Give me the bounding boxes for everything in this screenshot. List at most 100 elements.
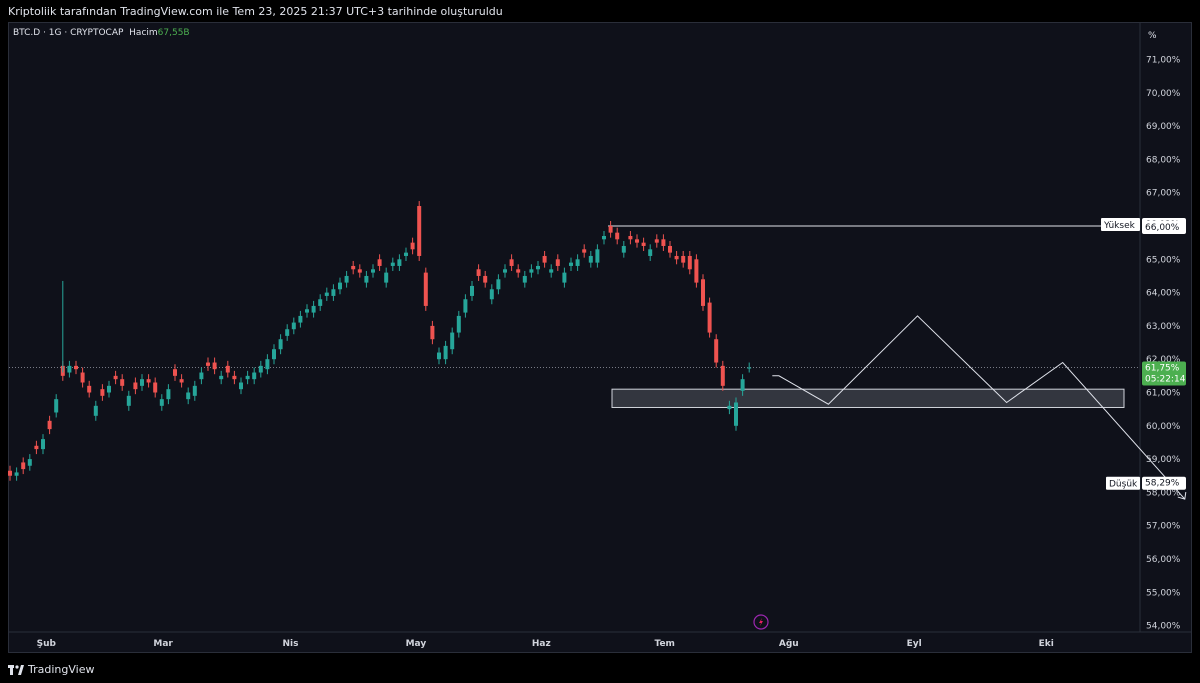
candle: [265, 359, 270, 370]
candle: [199, 372, 204, 380]
candle: [575, 259, 580, 266]
x-tick-label: Eki: [1039, 639, 1054, 649]
candle: [212, 362, 217, 370]
candle: [496, 279, 501, 290]
price-axis-unit: %: [1148, 31, 1157, 41]
candle: [734, 402, 738, 426]
y-tick-label: 62,00%: [1146, 355, 1181, 365]
y-tick-label: 68,00%: [1146, 155, 1181, 165]
candle: [562, 272, 567, 283]
y-tick-label: 64,00%: [1146, 289, 1181, 299]
x-tick-label: Tem: [655, 639, 675, 649]
candle: [27, 459, 32, 466]
y-tick-label: 55,00%: [1146, 588, 1181, 598]
candle: [252, 372, 257, 380]
y-tick-label: 71,00%: [1146, 56, 1181, 66]
candle: [648, 249, 653, 256]
candle: [338, 282, 342, 290]
candle: [720, 365, 725, 386]
y-tick-label: 60,00%: [1146, 422, 1181, 432]
footer-bar: TradingView: [0, 655, 1200, 683]
candle: [661, 239, 666, 246]
candle: [298, 315, 303, 323]
candle: [483, 275, 488, 283]
candle: [21, 462, 26, 470]
current-price-tag: 61,75%: [1145, 364, 1180, 374]
candle: [463, 299, 468, 313]
projection-arrowhead: [1177, 491, 1187, 500]
low-price-tag-bg: [1142, 476, 1186, 490]
candle: [80, 372, 85, 383]
candle: [522, 275, 527, 283]
line-price-tag-bg: [1142, 221, 1186, 234]
candle: [727, 405, 732, 410]
candle: [153, 382, 158, 393]
candle: [668, 245, 672, 253]
candle: [146, 379, 151, 383]
candle: [404, 252, 408, 256]
candle: [450, 332, 455, 350]
candle: [239, 382, 243, 390]
symbol-legend[interactable]: BTC.D · 1G · CRYPTOCAP Hacim67,55B: [13, 28, 190, 38]
candle: [47, 420, 52, 430]
tradingview-logo-text: TradingView: [28, 663, 95, 676]
low-label: Düşük: [1109, 480, 1138, 490]
candle: [635, 239, 639, 243]
candle: [133, 382, 138, 390]
candle: [582, 249, 587, 253]
candle: [173, 369, 177, 376]
candle: [285, 329, 290, 336]
candle: [324, 292, 329, 296]
x-tick-label: Şub: [37, 639, 57, 649]
candle: [100, 389, 105, 396]
candle: [54, 399, 59, 413]
candle: [192, 385, 197, 396]
candle: [470, 285, 474, 296]
candle: [126, 395, 131, 406]
candle: [291, 322, 296, 330]
y-tick-label: 69,00%: [1146, 122, 1181, 132]
candle: [34, 445, 39, 450]
y-tick-label: 70,00%: [1146, 89, 1181, 99]
candle: [41, 439, 45, 450]
candle: [351, 265, 356, 270]
candle: [740, 379, 745, 391]
candle: [206, 362, 210, 366]
candle: [186, 392, 191, 400]
attribution-bar: Kriptoliik tarafından TradingView.com il…: [0, 0, 1200, 22]
tradingview-logo[interactable]: TradingView: [8, 663, 94, 676]
events-icon[interactable]: [753, 614, 769, 630]
candle: [93, 405, 98, 416]
candle: [371, 269, 375, 273]
low-label-bg: [1106, 476, 1140, 490]
candle: [305, 309, 309, 313]
candle: [707, 302, 712, 333]
support-zone[interactable]: [611, 388, 1125, 408]
candle: [549, 269, 554, 273]
candle: [674, 255, 679, 260]
candle: [417, 206, 422, 256]
chart-panel[interactable]: [8, 22, 1192, 653]
candle: [701, 279, 705, 306]
x-tick-label: Haz: [532, 639, 551, 649]
line-price-tag: 66,00%: [1145, 223, 1180, 233]
candle: [225, 365, 230, 373]
candle: [714, 339, 719, 363]
candle: [397, 259, 402, 266]
projection-path[interactable]: [772, 315, 1186, 500]
candle: [437, 352, 441, 360]
candle: [569, 262, 573, 266]
candle: [113, 375, 118, 380]
candle: [456, 315, 461, 333]
candle: [107, 385, 111, 393]
candle: [509, 259, 514, 266]
x-tick-label: Eyl: [907, 639, 922, 649]
candle: [364, 275, 369, 283]
candle: [14, 472, 19, 476]
symbol-name: BTC.D · 1G · CRYPTOCAP: [13, 28, 124, 38]
candle: [602, 235, 606, 240]
candle: [694, 259, 699, 283]
y-tick-label: 59,00%: [1146, 455, 1181, 465]
volume-label: Hacim: [129, 28, 158, 38]
